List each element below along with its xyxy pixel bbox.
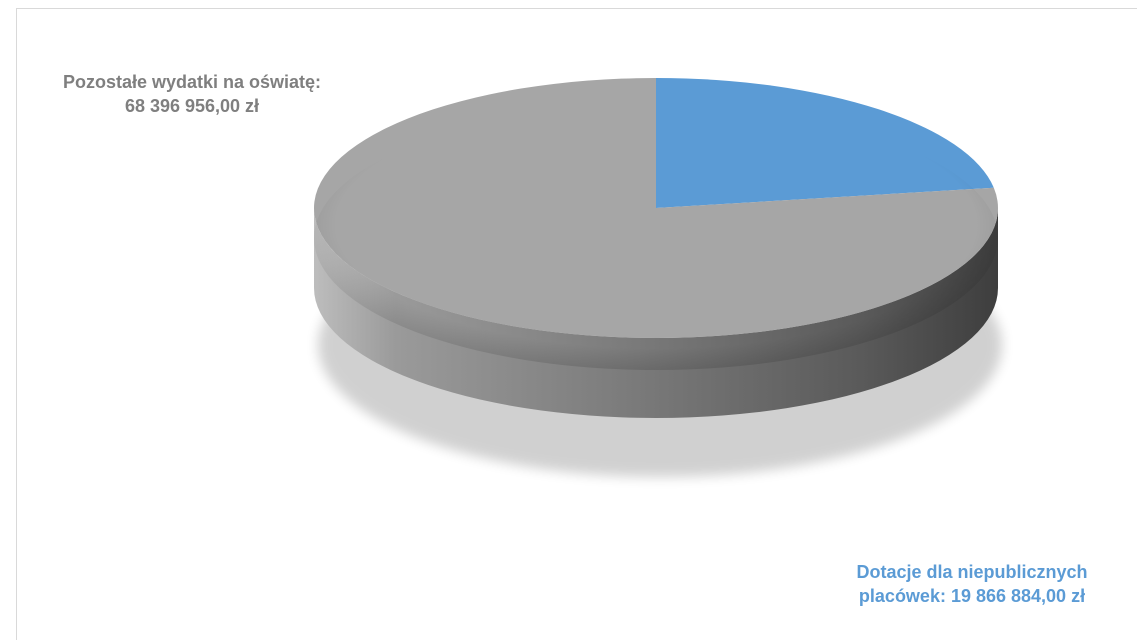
slice-label-subsidies-value: placówek: 19 866 884,00 zł <box>858 586 1086 606</box>
slice-label-subsidies: Dotacje dla niepublicznych placówek: 19 … <box>812 560 1132 608</box>
slice-label-other-expenses: Pozostałe wydatki na oświatę: 68 396 956… <box>22 70 362 118</box>
slice-label-other-expenses-value: 68 396 956,00 zł <box>124 96 260 116</box>
slice-label-other-expenses-line1: Pozostałe wydatki na oświatę: <box>62 72 322 92</box>
slice-label-subsidies-line1: Dotacje dla niepublicznych <box>856 562 1088 582</box>
pie-side-wall <box>314 208 998 418</box>
pie-top-shading <box>314 106 998 370</box>
chart-frame <box>16 8 1137 640</box>
